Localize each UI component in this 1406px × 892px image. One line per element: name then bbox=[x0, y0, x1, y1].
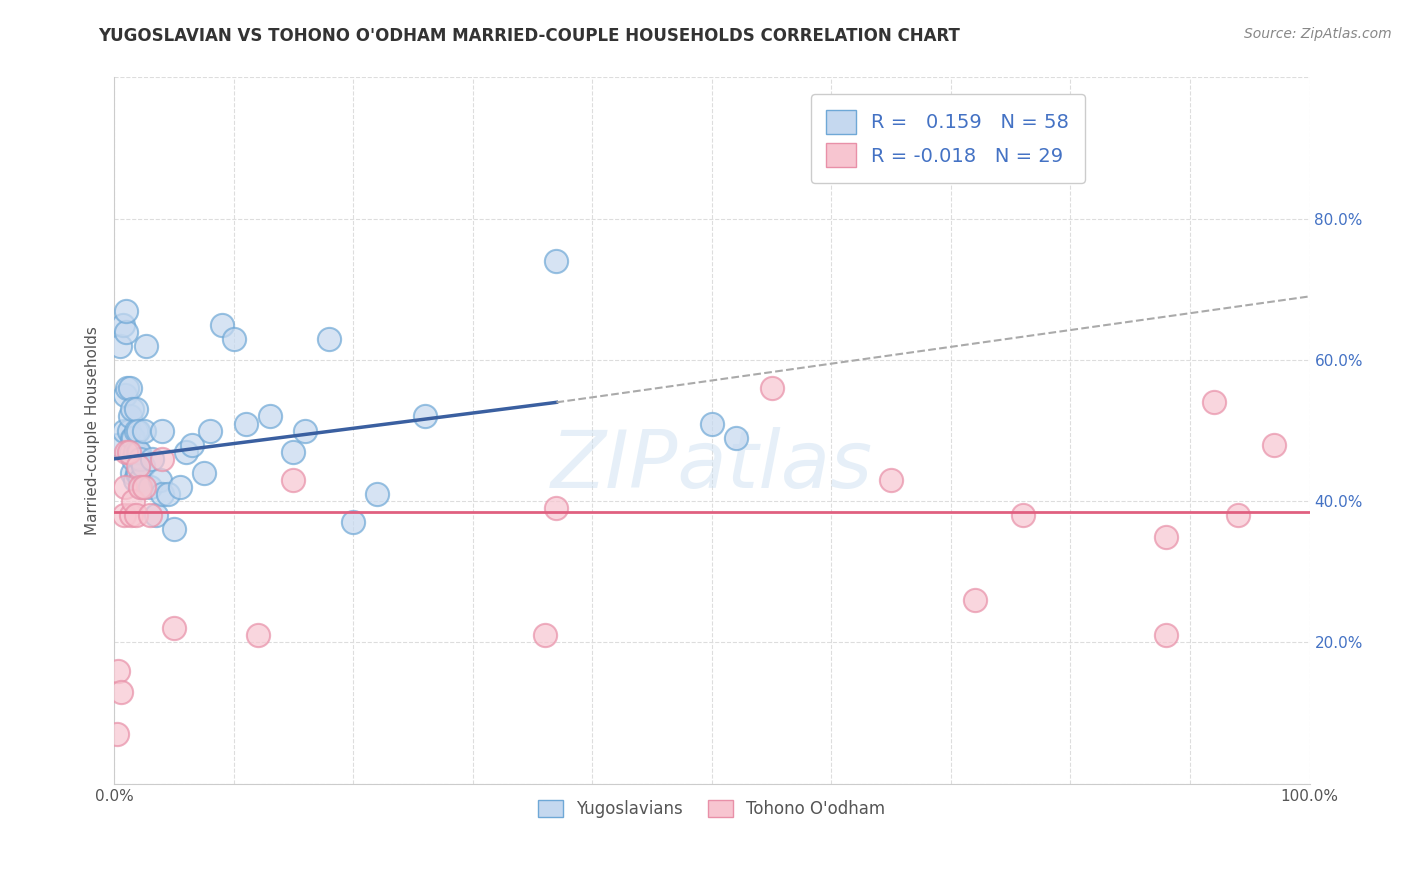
Point bbox=[110, 685, 132, 699]
Point bbox=[114, 480, 136, 494]
Point bbox=[149, 473, 172, 487]
Point bbox=[115, 325, 138, 339]
Y-axis label: Married-couple Households: Married-couple Households bbox=[86, 326, 100, 535]
Point bbox=[198, 424, 221, 438]
Point bbox=[118, 381, 141, 395]
Point bbox=[413, 409, 436, 424]
Point bbox=[724, 431, 747, 445]
Point bbox=[121, 402, 143, 417]
Point bbox=[1202, 395, 1225, 409]
Point bbox=[193, 466, 215, 480]
Point bbox=[115, 444, 138, 458]
Point bbox=[124, 473, 146, 487]
Point bbox=[1226, 508, 1249, 523]
Point bbox=[259, 409, 281, 424]
Point bbox=[150, 424, 173, 438]
Point bbox=[121, 431, 143, 445]
Point bbox=[546, 254, 568, 268]
Point bbox=[124, 444, 146, 458]
Point bbox=[366, 487, 388, 501]
Point bbox=[128, 444, 150, 458]
Point bbox=[125, 508, 148, 523]
Point bbox=[129, 473, 152, 487]
Point bbox=[318, 332, 340, 346]
Point bbox=[111, 318, 134, 332]
Point bbox=[129, 480, 152, 494]
Point bbox=[1011, 508, 1033, 523]
Point bbox=[129, 451, 152, 466]
Point bbox=[283, 444, 305, 458]
Point bbox=[108, 339, 131, 353]
Point bbox=[122, 451, 145, 466]
Text: ZIPatlas: ZIPatlas bbox=[551, 427, 873, 505]
Point bbox=[120, 444, 142, 458]
Point bbox=[125, 424, 148, 438]
Point bbox=[1154, 529, 1177, 543]
Point bbox=[156, 487, 179, 501]
Point bbox=[1263, 438, 1285, 452]
Point bbox=[132, 424, 155, 438]
Point bbox=[533, 628, 555, 642]
Point bbox=[139, 508, 162, 523]
Legend: Yugoslavians, Tohono O'odham: Yugoslavians, Tohono O'odham bbox=[531, 793, 893, 825]
Point bbox=[211, 318, 233, 332]
Point bbox=[107, 438, 129, 452]
Point bbox=[163, 523, 186, 537]
Point bbox=[127, 424, 149, 438]
Point bbox=[963, 593, 986, 607]
Point bbox=[118, 409, 141, 424]
Point bbox=[222, 332, 245, 346]
Point bbox=[180, 438, 202, 452]
Point bbox=[342, 516, 364, 530]
Point bbox=[235, 417, 257, 431]
Point bbox=[246, 628, 269, 642]
Point bbox=[125, 402, 148, 417]
Text: YUGOSLAVIAN VS TOHONO O'ODHAM MARRIED-COUPLE HOUSEHOLDS CORRELATION CHART: YUGOSLAVIAN VS TOHONO O'ODHAM MARRIED-CO… bbox=[98, 27, 960, 45]
Point bbox=[105, 727, 128, 741]
Point bbox=[150, 487, 173, 501]
Point bbox=[127, 444, 149, 458]
Point bbox=[125, 466, 148, 480]
Point bbox=[169, 480, 191, 494]
Point bbox=[131, 480, 153, 494]
Point bbox=[112, 508, 135, 523]
Point bbox=[117, 381, 139, 395]
Point bbox=[283, 473, 305, 487]
Point bbox=[294, 424, 316, 438]
Point bbox=[117, 424, 139, 438]
Point bbox=[135, 339, 157, 353]
Point bbox=[132, 480, 155, 494]
Text: Source: ZipAtlas.com: Source: ZipAtlas.com bbox=[1244, 27, 1392, 41]
Point bbox=[761, 381, 783, 395]
Point bbox=[150, 451, 173, 466]
Point bbox=[107, 664, 129, 678]
Point bbox=[121, 466, 143, 480]
Point bbox=[163, 621, 186, 635]
Point bbox=[141, 451, 163, 466]
Point bbox=[122, 494, 145, 508]
Point bbox=[112, 424, 135, 438]
Point bbox=[174, 444, 197, 458]
Point bbox=[114, 388, 136, 402]
Point bbox=[139, 480, 162, 494]
Point bbox=[127, 458, 149, 473]
Point bbox=[1154, 628, 1177, 642]
Point bbox=[700, 417, 723, 431]
Point bbox=[122, 431, 145, 445]
Point bbox=[120, 508, 142, 523]
Point bbox=[546, 501, 568, 516]
Point bbox=[880, 473, 903, 487]
Point bbox=[115, 303, 138, 318]
Point bbox=[127, 466, 149, 480]
Point bbox=[145, 508, 167, 523]
Point bbox=[117, 444, 139, 458]
Point bbox=[132, 458, 155, 473]
